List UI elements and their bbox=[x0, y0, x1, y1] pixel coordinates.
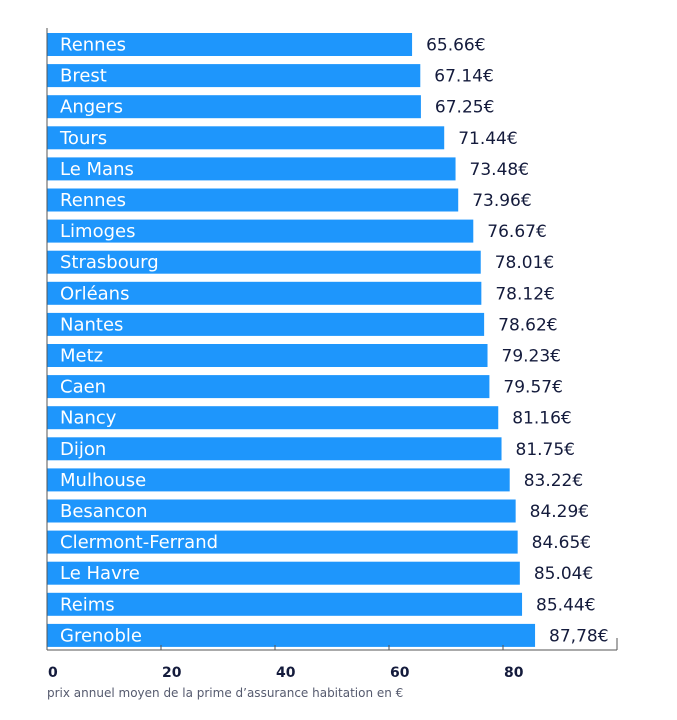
value-label: 81.16€ bbox=[512, 409, 571, 429]
bar bbox=[47, 623, 536, 647]
value-label: 84.65€ bbox=[532, 533, 591, 553]
category-label: Strasbourg bbox=[60, 252, 159, 273]
bar bbox=[47, 437, 502, 461]
category-label: Le Mans bbox=[60, 159, 134, 180]
category-label: Limoges bbox=[60, 221, 135, 242]
category-label: Reims bbox=[60, 594, 115, 615]
value-label: 71.44€ bbox=[458, 129, 517, 149]
bar bbox=[47, 126, 445, 150]
category-label: Orléans bbox=[60, 283, 129, 304]
value-label: 85.04€ bbox=[534, 564, 593, 584]
category-label: Rennes bbox=[60, 190, 126, 211]
x-tick-label: 40 bbox=[276, 665, 296, 681]
category-label: Clermont-Ferrand bbox=[60, 532, 218, 553]
value-label: 85.44€ bbox=[536, 595, 595, 615]
category-label: Le Havre bbox=[60, 563, 140, 584]
x-tick-label: 0 bbox=[48, 665, 58, 681]
value-label: 65.66€ bbox=[426, 36, 485, 56]
value-label: 81.75€ bbox=[516, 440, 575, 460]
bar bbox=[47, 157, 456, 181]
category-label: Nancy bbox=[60, 408, 117, 429]
value-label: 83.22€ bbox=[524, 471, 583, 491]
bar bbox=[47, 95, 421, 119]
bar bbox=[47, 250, 481, 274]
value-label: 78.62€ bbox=[498, 315, 557, 335]
bar bbox=[47, 188, 459, 212]
category-label: Tours bbox=[59, 128, 107, 149]
value-label: 84.29€ bbox=[530, 502, 589, 522]
category-label: Brest bbox=[60, 66, 107, 87]
x-tick-label: 60 bbox=[390, 665, 410, 681]
value-label: 79.23€ bbox=[502, 347, 561, 367]
value-label: 76.67€ bbox=[487, 222, 546, 242]
x-axis-label: prix annuel moyen de la prime d’assuranc… bbox=[47, 686, 403, 700]
bar bbox=[47, 561, 520, 585]
bar bbox=[47, 530, 518, 554]
bar bbox=[47, 468, 510, 492]
x-tick-label: 20 bbox=[162, 665, 182, 681]
category-label: Besancon bbox=[60, 501, 148, 522]
category-label: Caen bbox=[60, 377, 106, 398]
bar bbox=[47, 406, 499, 430]
bar bbox=[47, 312, 485, 336]
value-label: 73.48€ bbox=[470, 160, 529, 180]
x-tick-label: 80 bbox=[504, 665, 524, 681]
value-label: 78.01€ bbox=[495, 253, 554, 273]
category-label: Rennes bbox=[60, 35, 126, 56]
value-label: 73.96€ bbox=[472, 191, 531, 211]
bar bbox=[47, 499, 516, 523]
value-label: 78.12€ bbox=[495, 284, 554, 304]
value-label: 67.14€ bbox=[434, 67, 493, 87]
bar bbox=[47, 344, 488, 367]
value-label: 87,78€ bbox=[549, 626, 608, 646]
category-label: Angers bbox=[60, 97, 123, 118]
bar bbox=[47, 375, 490, 399]
bar bbox=[47, 592, 523, 616]
category-label: Grenoble bbox=[60, 625, 142, 646]
bar bbox=[47, 281, 482, 305]
category-label: Dijon bbox=[60, 439, 106, 460]
category-label: Mulhouse bbox=[60, 470, 146, 491]
bar bbox=[47, 219, 474, 243]
category-label: Nantes bbox=[60, 314, 123, 335]
bar bbox=[47, 64, 421, 88]
category-label: Metz bbox=[60, 346, 103, 367]
value-label: 79.57€ bbox=[503, 378, 562, 398]
value-label: 67.25€ bbox=[435, 98, 494, 118]
bar bbox=[47, 33, 413, 56]
